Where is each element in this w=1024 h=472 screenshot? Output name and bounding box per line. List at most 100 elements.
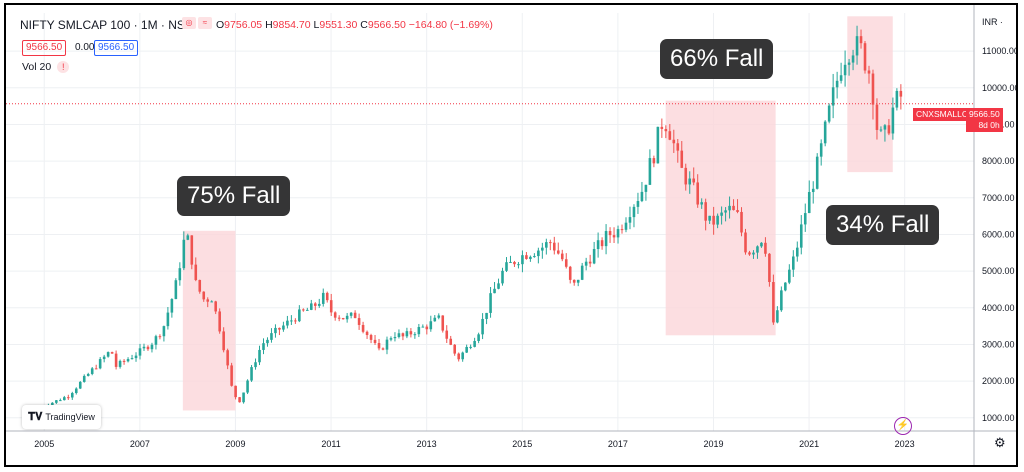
x-tick-label: 2013: [417, 439, 437, 449]
candle: [98, 359, 102, 369]
candle: [847, 62, 851, 65]
eye-toggle-icon[interactable]: ◎: [182, 17, 196, 29]
annotation-75-fall: 75% Fall: [177, 176, 291, 216]
candle: [67, 397, 70, 399]
tradingview-logo[interactable]: 𝐓𝐕 TradingView: [22, 405, 101, 429]
candle: [134, 355, 138, 359]
y-axis-unit: INR ∙: [982, 17, 1003, 27]
x-tick-label: 2021: [799, 439, 819, 449]
candle: [676, 143, 680, 151]
candle: [202, 291, 206, 300]
candle: [799, 224, 803, 248]
candle: [712, 215, 715, 225]
warning-icon[interactable]: !: [57, 61, 70, 73]
gear-icon[interactable]: ⚙: [994, 435, 1006, 450]
candlestick-chart[interactable]: INR ∙ 1000.00 2000.00 3000.00 4000.00 5000.00…: [6, 5, 1016, 465]
candle: [823, 121, 827, 144]
candle: [509, 261, 512, 263]
candle: [724, 210, 727, 213]
volume-indicator[interactable]: Vol 20!: [22, 61, 70, 73]
candle: [636, 201, 640, 207]
candle: [313, 303, 317, 306]
candle: [174, 280, 178, 300]
candle: [138, 348, 142, 356]
candle: [776, 310, 779, 323]
fall-band: [665, 100, 776, 336]
lightning-icon[interactable]: ⚡: [894, 417, 912, 435]
candle: [517, 264, 520, 266]
candle: [525, 255, 528, 259]
candle: [298, 309, 301, 322]
candle: [537, 250, 540, 257]
buy-button[interactable]: 9566.50: [94, 40, 139, 56]
candle: [696, 182, 699, 205]
y-tick-label: 10000.00: [982, 83, 1016, 93]
candle: [811, 188, 815, 193]
candle: [369, 335, 373, 340]
candle: [481, 318, 484, 335]
candle: [170, 299, 174, 313]
candle: [652, 158, 656, 164]
candle: [118, 360, 122, 367]
candle: [210, 301, 214, 303]
candle: [863, 43, 867, 71]
candle: [114, 353, 118, 367]
annotation-66-fall: 66% Fall: [660, 39, 774, 79]
candle: [190, 235, 194, 265]
candle: [640, 191, 644, 202]
candle: [401, 333, 405, 337]
candle: [242, 392, 245, 403]
candle: [321, 292, 325, 304]
candle: [497, 283, 500, 289]
candle: [533, 256, 536, 258]
x-tick-label: 2015: [512, 439, 532, 449]
candle: [513, 261, 516, 265]
candle: [78, 381, 82, 389]
compare-icon[interactable]: ≈: [198, 17, 212, 29]
candle: [728, 205, 731, 211]
candle: [485, 312, 488, 319]
candle: [664, 128, 668, 132]
candle: [166, 312, 170, 327]
candle: [250, 367, 253, 381]
candle: [744, 232, 747, 253]
x-tick-label: 2017: [608, 439, 628, 449]
candle: [529, 256, 532, 259]
open-value: 9756.05: [224, 19, 263, 31]
candle: [580, 265, 584, 280]
candle: [608, 231, 612, 236]
candle: [788, 269, 791, 283]
candle: [556, 250, 560, 254]
candle: [302, 309, 305, 311]
x-tick-label: 2005: [34, 439, 54, 449]
candle: [63, 397, 66, 401]
volume-label: Vol 20: [22, 61, 52, 73]
x-tick-label: 2007: [130, 439, 150, 449]
candle: [142, 346, 146, 349]
candle: [772, 282, 775, 323]
candle: [708, 215, 711, 221]
candle: [282, 325, 285, 330]
candle: [178, 268, 182, 281]
candle: [333, 312, 337, 318]
candle: [182, 239, 186, 269]
y-tick-label: 2000.00: [982, 376, 1015, 386]
y-tick-label: 5000.00: [982, 266, 1015, 276]
high-value: 9854.70: [272, 19, 311, 31]
candle: [421, 326, 425, 328]
candle: [780, 290, 783, 311]
candle: [425, 326, 429, 330]
candle: [843, 64, 847, 76]
close-value: 9566.50: [367, 19, 406, 31]
candle: [552, 242, 556, 251]
candle: [644, 184, 648, 192]
y-tick-label: 11000.00: [982, 46, 1016, 56]
candle: [345, 315, 349, 320]
candle: [604, 231, 608, 247]
candle: [226, 350, 229, 366]
candle: [684, 167, 688, 185]
candle: [262, 343, 265, 350]
chart-title[interactable]: NIFTY SMLCAP 100 · 1M · NSE: [20, 18, 193, 32]
candle: [198, 280, 202, 292]
sell-button[interactable]: 9566.50: [22, 40, 67, 56]
